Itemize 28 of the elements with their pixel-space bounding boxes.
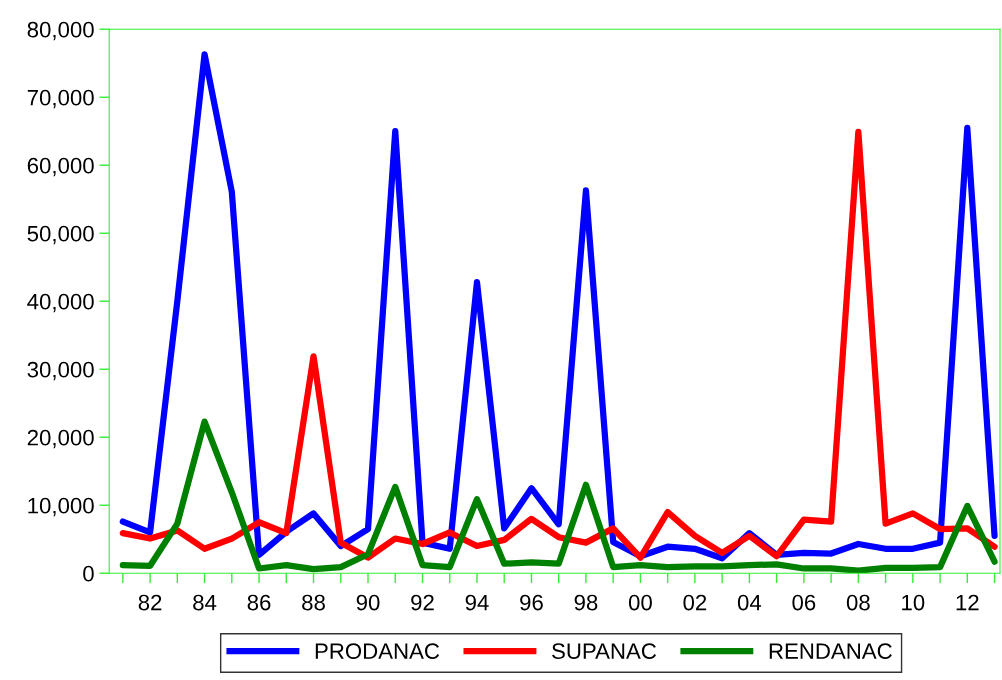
y-tick-label: 0: [83, 565, 94, 582]
y-tick-label: 50,000: [27, 225, 94, 245]
x-tick-label: 86: [247, 594, 271, 611]
y-tick-label: 10,000: [28, 497, 94, 517]
x-tick-label: 88: [302, 594, 325, 611]
legend-label: RENDANAC: [769, 643, 892, 660]
x-tick-label: 10: [902, 594, 925, 611]
x-tick-label: 90: [356, 594, 380, 611]
legend-label: PRODANAC: [315, 643, 440, 660]
y-tick-label: 70,000: [27, 89, 94, 109]
x-tick-label: 96: [520, 594, 543, 611]
x-tick-label: 02: [683, 594, 707, 611]
y-tick-label: 20,000: [27, 429, 94, 449]
x-tick-label: 94: [465, 594, 489, 611]
x-tick-label: 98: [574, 594, 598, 611]
x-tick-label: 04: [737, 594, 762, 611]
x-tick-label: 92: [411, 594, 434, 611]
y-tick-label: 30,000: [27, 361, 94, 381]
y-tick-label: 40,000: [27, 293, 94, 313]
x-tick-label: 08: [846, 594, 870, 611]
y-tick-label: 60,000: [27, 157, 94, 177]
x-tick-label: 84: [193, 594, 217, 611]
x-tick-label: 06: [792, 594, 816, 611]
y-tick-label: 80,000: [27, 21, 94, 41]
x-tick-label: 82: [138, 594, 162, 611]
legend-label: SUPANAC: [552, 643, 657, 660]
x-tick-label: 12: [956, 594, 979, 611]
x-tick-label: 00: [628, 594, 652, 611]
